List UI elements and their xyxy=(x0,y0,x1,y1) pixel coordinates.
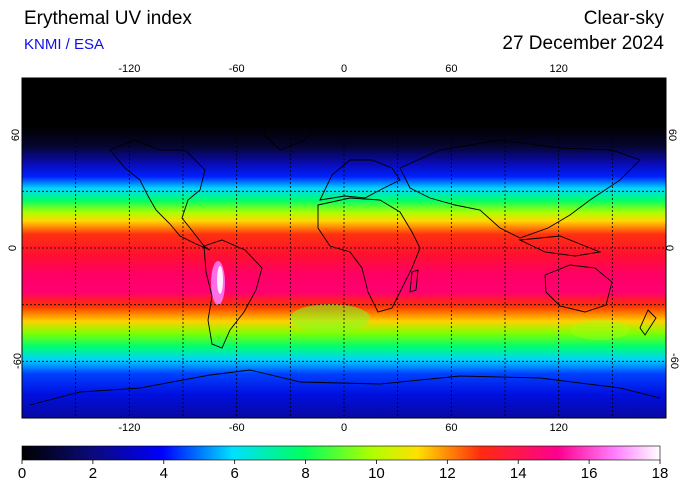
lon-tick-label-top: -60 xyxy=(228,63,245,75)
colorbar-label: 8 xyxy=(301,465,310,482)
coastline-europe xyxy=(319,159,401,201)
map-frame xyxy=(21,77,667,419)
lat-tick-label-right: -60 xyxy=(667,353,680,370)
credit-label: KNMI / ESA xyxy=(24,36,105,53)
lon-tick-label-bottom: 60 xyxy=(445,422,458,434)
colorbar-label: 10 xyxy=(368,465,385,482)
graticule xyxy=(22,78,666,418)
colorbar-label: 18 xyxy=(651,465,669,482)
lon-tick-label-bottom: -120 xyxy=(118,422,141,434)
colorbar-ticks xyxy=(21,460,661,464)
lon-tick-label-top: -120 xyxy=(118,63,141,75)
coastlines xyxy=(29,104,661,406)
uv-patch xyxy=(290,304,370,332)
lat-tick-label-left: 60 xyxy=(10,128,23,141)
colorbar-label: 16 xyxy=(580,465,598,482)
coastline-madagascar xyxy=(409,269,419,293)
coastline-asia xyxy=(399,139,641,239)
colorbar-label: 12 xyxy=(438,465,456,482)
colorbar-label: 14 xyxy=(509,465,527,482)
date-label: 27 December 2024 xyxy=(502,33,664,54)
coastline-antarctica xyxy=(29,369,661,406)
lat-tick-label-right: 0 xyxy=(663,244,676,252)
lon-tick-label-top: 120 xyxy=(549,63,568,75)
uv-hotspot xyxy=(217,266,223,294)
lat-tick-label-right: 60 xyxy=(666,128,679,141)
colorbar-label: 0 xyxy=(17,465,27,482)
coastline-africa xyxy=(317,197,421,313)
lat-tick-label-left: -60 xyxy=(11,353,24,370)
uv-patch xyxy=(570,320,630,340)
lon-tick-label-bottom: 0 xyxy=(340,422,348,434)
lon-tick-label-top: 0 xyxy=(340,63,348,75)
sky-condition-label: Clear-sky xyxy=(583,8,664,29)
colorbar-label: 6 xyxy=(230,465,239,482)
coastline-south-america xyxy=(203,239,263,349)
coastline-greenland xyxy=(259,104,321,151)
lon-tick-label-bottom: -60 xyxy=(228,422,245,434)
lon-tick-label-top: 60 xyxy=(445,63,458,75)
colorbar xyxy=(21,445,661,461)
colorbar-label: 2 xyxy=(88,465,98,482)
lat-tick-label-left: 0 xyxy=(7,244,20,252)
map-title: Erythemal UV index xyxy=(24,8,192,29)
coastline-new-zealand xyxy=(639,309,657,336)
lon-tick-label-bottom: 120 xyxy=(549,422,568,434)
coastline-indonesia xyxy=(518,235,602,257)
colorbar-label: 4 xyxy=(159,465,168,482)
